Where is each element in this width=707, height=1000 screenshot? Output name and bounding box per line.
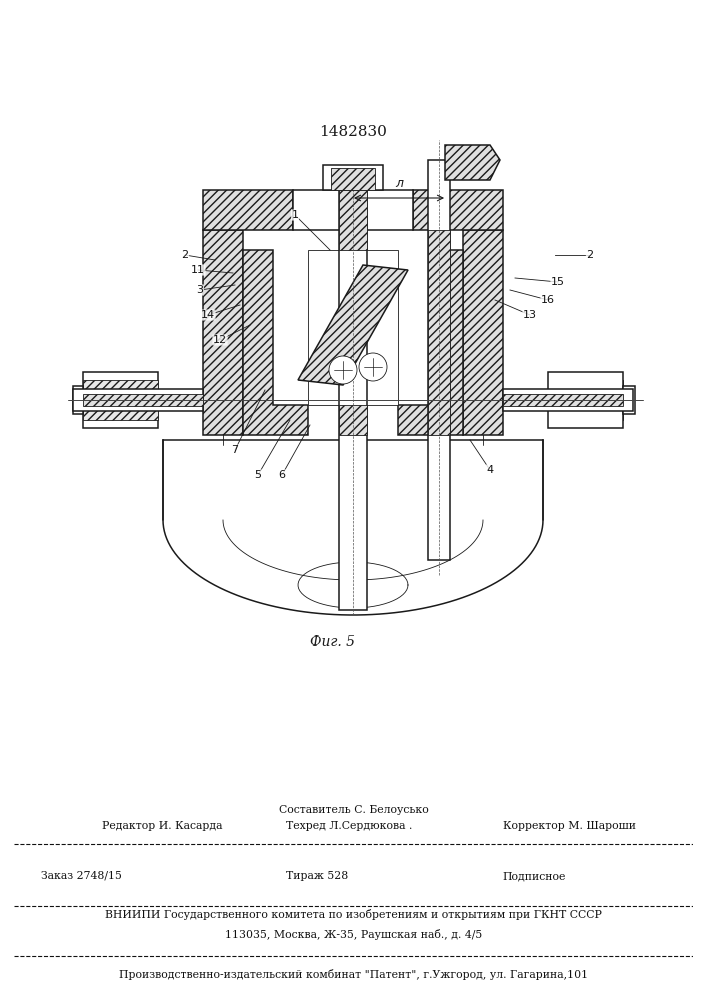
Polygon shape: [503, 389, 633, 411]
Bar: [293, 190, 413, 230]
Polygon shape: [398, 250, 463, 435]
Text: Составитель С. Белоусько: Составитель С. Белоусько: [279, 805, 428, 815]
Text: 11: 11: [191, 265, 205, 275]
Text: Тираж 528: Тираж 528: [286, 871, 348, 881]
Text: Редактор И. Касарда: Редактор И. Касарда: [103, 821, 223, 831]
Text: 3: 3: [197, 285, 204, 295]
Polygon shape: [428, 230, 450, 435]
Text: Подписное: Подписное: [503, 871, 566, 881]
Bar: [73, 386, 83, 414]
Text: 14: 14: [201, 310, 215, 320]
Polygon shape: [503, 394, 623, 406]
Polygon shape: [73, 389, 203, 411]
Polygon shape: [83, 394, 203, 406]
Text: ВНИИПИ Государственного комитета по изобретениям и открытиям при ГКНТ СССР: ВНИИПИ Государственного комитета по изоб…: [105, 908, 602, 920]
Text: 16: 16: [541, 295, 555, 305]
Polygon shape: [203, 190, 293, 230]
Text: 6: 6: [279, 470, 286, 480]
Text: 5: 5: [255, 470, 262, 480]
Text: 7: 7: [231, 445, 238, 455]
Text: 12: 12: [213, 335, 227, 345]
Text: Производственно-издательский комбинат "Патент", г.Ужгород, ул. Гагарина,101: Производственно-издательский комбинат "П…: [119, 968, 588, 980]
Polygon shape: [339, 405, 367, 435]
Polygon shape: [428, 160, 450, 560]
Text: Корректор М. Шароши: Корректор М. Шароши: [503, 821, 636, 831]
Polygon shape: [298, 265, 408, 385]
Text: 4: 4: [486, 465, 493, 475]
Text: Техред Л.Сердюкова .: Техред Л.Сердюкова .: [286, 821, 412, 831]
Circle shape: [359, 353, 387, 381]
Polygon shape: [331, 168, 375, 190]
Text: 13: 13: [523, 310, 537, 320]
Text: 113035, Москва, Ж-35, Раушская наб., д. 4/5: 113035, Москва, Ж-35, Раушская наб., д. …: [225, 928, 482, 940]
Text: 2: 2: [586, 250, 594, 260]
Circle shape: [329, 356, 357, 384]
Polygon shape: [243, 250, 308, 435]
Bar: [623, 386, 635, 414]
Text: Заказ 2748/15: Заказ 2748/15: [41, 871, 122, 881]
Bar: [308, 250, 398, 405]
Bar: [83, 372, 158, 428]
Polygon shape: [548, 380, 623, 420]
Text: Фиг. 5: Фиг. 5: [310, 635, 356, 649]
Polygon shape: [445, 145, 500, 180]
Text: 15: 15: [551, 277, 565, 287]
Text: 1: 1: [291, 210, 298, 220]
Polygon shape: [339, 190, 367, 610]
Text: л: л: [395, 177, 403, 190]
Polygon shape: [339, 190, 367, 250]
Polygon shape: [413, 190, 503, 230]
Text: 2: 2: [182, 250, 189, 260]
Polygon shape: [203, 230, 243, 435]
Polygon shape: [463, 230, 503, 435]
Polygon shape: [323, 165, 383, 190]
Polygon shape: [83, 380, 158, 420]
Bar: [548, 372, 623, 428]
Text: 1482830: 1482830: [319, 125, 387, 139]
